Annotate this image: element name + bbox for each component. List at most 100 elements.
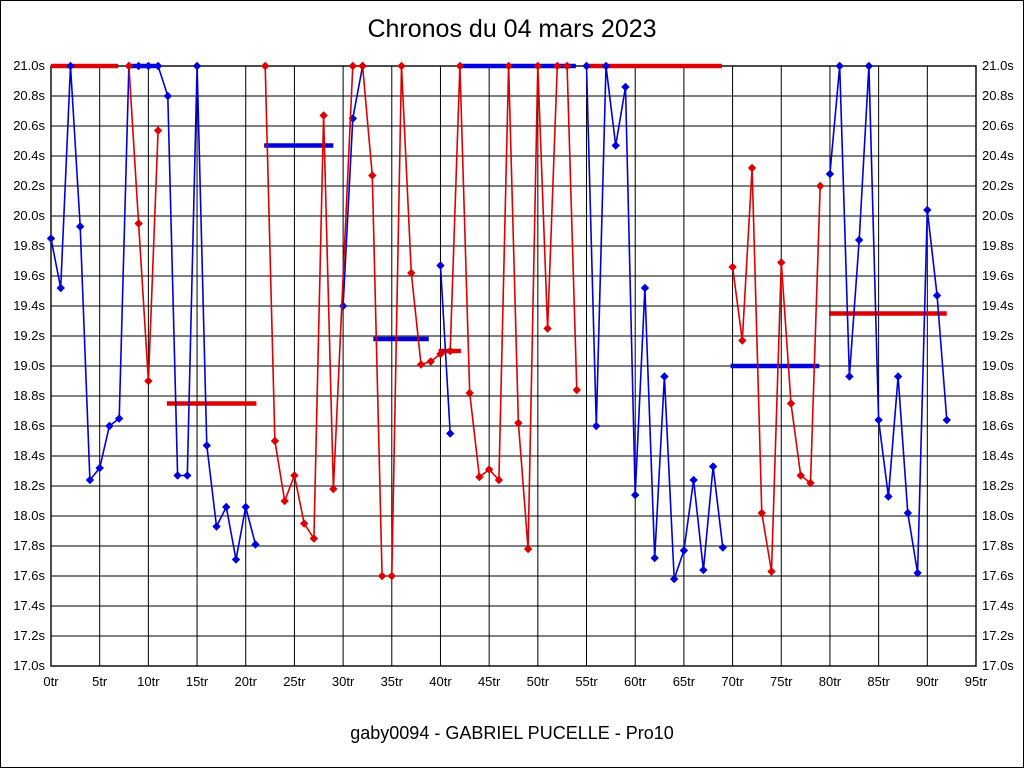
rider-red-point	[319, 111, 328, 120]
chart-title: Chronos du 04 mars 2023	[367, 15, 657, 43]
y-axis-tick-label-left: 19.2s	[13, 328, 45, 343]
x-axis-tick-label: 45tr	[478, 674, 501, 689]
rider-blue-point	[942, 415, 951, 425]
x-axis-tick-label: 15tr	[186, 674, 209, 689]
y-axis-tick-label-right: 19.2s	[982, 328, 1014, 343]
rider-red-point	[397, 61, 406, 71]
rider-blue-point	[650, 553, 659, 563]
x-axis-tick-label: 50tr	[527, 674, 550, 689]
rider-blue-point	[163, 91, 173, 101]
rider-red-point	[494, 475, 504, 485]
y-axis-tick-label-left: 18.8s	[13, 388, 45, 403]
rider-red-point	[562, 61, 572, 71]
x-axis-tick-label: 70tr	[721, 674, 744, 689]
y-axis-tick-label-left: 20.2s	[13, 178, 45, 193]
rider-blue-point	[153, 61, 163, 71]
rider-red-point	[426, 357, 435, 366]
rider-red-point	[270, 436, 280, 446]
y-axis-tick-label-left: 17.4s	[13, 598, 45, 613]
rider-red-point	[280, 496, 289, 506]
y-axis-tick-label-left: 19.4s	[13, 298, 45, 313]
x-axis-tick-label: 65tr	[673, 674, 696, 689]
rider-blue-point	[338, 301, 348, 311]
rider-blue-point	[621, 82, 630, 92]
rider-red-point	[407, 268, 416, 278]
x-axis-tick-label: 40tr	[429, 674, 452, 689]
rider-blue-point	[85, 475, 95, 485]
x-axis-tick-label: 55tr	[575, 674, 598, 689]
y-axis-tick-label-left: 19.6s	[13, 268, 45, 283]
y-axis-tick-label-right: 17.6s	[982, 568, 1014, 583]
rider-red-point	[553, 61, 562, 71]
rider-red-point	[387, 571, 396, 581]
rider-blue-point	[592, 421, 601, 431]
y-axis-tick-label-right: 19.0s	[982, 358, 1014, 373]
rider-red-point	[796, 471, 805, 480]
rider-blue-point	[932, 291, 942, 300]
y-axis-tick-label-left: 18.2s	[13, 478, 45, 493]
chart-footer: gaby0094 - GABRIEL PUCELLE - Pro10	[350, 723, 674, 743]
rider-red-point	[504, 61, 513, 71]
rider-blue-point	[66, 61, 75, 71]
rider-red-point	[436, 349, 445, 359]
rider-blue-point	[884, 492, 893, 501]
y-axis-tick-label-right: 18.0s	[982, 508, 1014, 523]
y-axis-tick-label-right: 21.0s	[982, 58, 1014, 73]
rider-blue-point	[679, 546, 689, 555]
x-axis-tick-label: 5tr	[92, 674, 108, 689]
rider-blue-point	[202, 441, 211, 450]
rider-blue-point	[913, 568, 922, 578]
y-axis-tick-label-left: 20.4s	[13, 148, 45, 163]
rider-blue-point	[95, 463, 104, 473]
rider-red-point	[738, 336, 747, 345]
rider-blue-point	[660, 372, 669, 381]
x-axis-tick-label: 75tr	[770, 674, 793, 689]
rider-red-point	[572, 385, 581, 395]
rider-blue-point	[718, 543, 728, 552]
rider-blue-point	[611, 141, 620, 150]
rider-red-point	[358, 61, 367, 71]
y-axis-tick-label-left: 18.0s	[13, 508, 45, 523]
y-axis-tick-label-right: 18.8s	[982, 388, 1014, 403]
rider-red-point	[261, 61, 270, 71]
rider-blue-point	[192, 61, 202, 71]
rider-red-point	[484, 465, 494, 474]
rider-blue-point	[835, 61, 844, 71]
x-axis-tick-label: 20tr	[235, 674, 258, 689]
y-axis-tick-label-left: 17.6s	[13, 568, 45, 583]
rider-blue-point	[640, 283, 650, 293]
x-axis-tick-label: 35tr	[381, 674, 404, 689]
y-axis-tick-label-left: 18.4s	[13, 448, 45, 463]
rider-red-point	[309, 534, 319, 543]
x-axis-tick-label: 30tr	[332, 674, 355, 689]
rider-red-point	[767, 567, 776, 576]
rider-red-point	[455, 61, 465, 71]
x-axis-tick-label: 95tr	[965, 674, 988, 689]
rider-red-line	[128, 65, 821, 577]
rider-blue-point	[903, 508, 913, 518]
rider-blue-point	[173, 471, 182, 480]
rider-blue-point	[699, 565, 708, 575]
rider-blue-point	[669, 574, 679, 584]
rider-blue-point	[46, 234, 56, 243]
rider-red-point	[543, 324, 552, 333]
rider-blue-point	[144, 61, 153, 71]
rider-blue-point	[582, 61, 591, 71]
x-axis-tick-label: 60tr	[624, 674, 647, 689]
x-axis-tick-label: 10tr	[137, 674, 160, 689]
y-axis-tick-label-left: 17.8s	[13, 538, 45, 553]
rider-red-point	[416, 360, 426, 369]
rider-blue-point	[105, 421, 114, 431]
y-axis-tick-label-right: 20.4s	[982, 148, 1014, 163]
rider-blue-point	[601, 61, 611, 71]
y-axis-tick-label-left: 19.0s	[13, 358, 45, 373]
y-axis-tick-label-left: 17.2s	[13, 628, 45, 643]
rider-blue-point	[825, 169, 835, 179]
rider-red-point	[514, 418, 523, 428]
rider-blue-point	[56, 283, 65, 293]
rider-red-point	[747, 163, 757, 173]
rider-blue-point	[689, 475, 698, 485]
y-axis-tick-label-right: 17.4s	[982, 598, 1014, 613]
rider-red-point	[728, 262, 737, 272]
